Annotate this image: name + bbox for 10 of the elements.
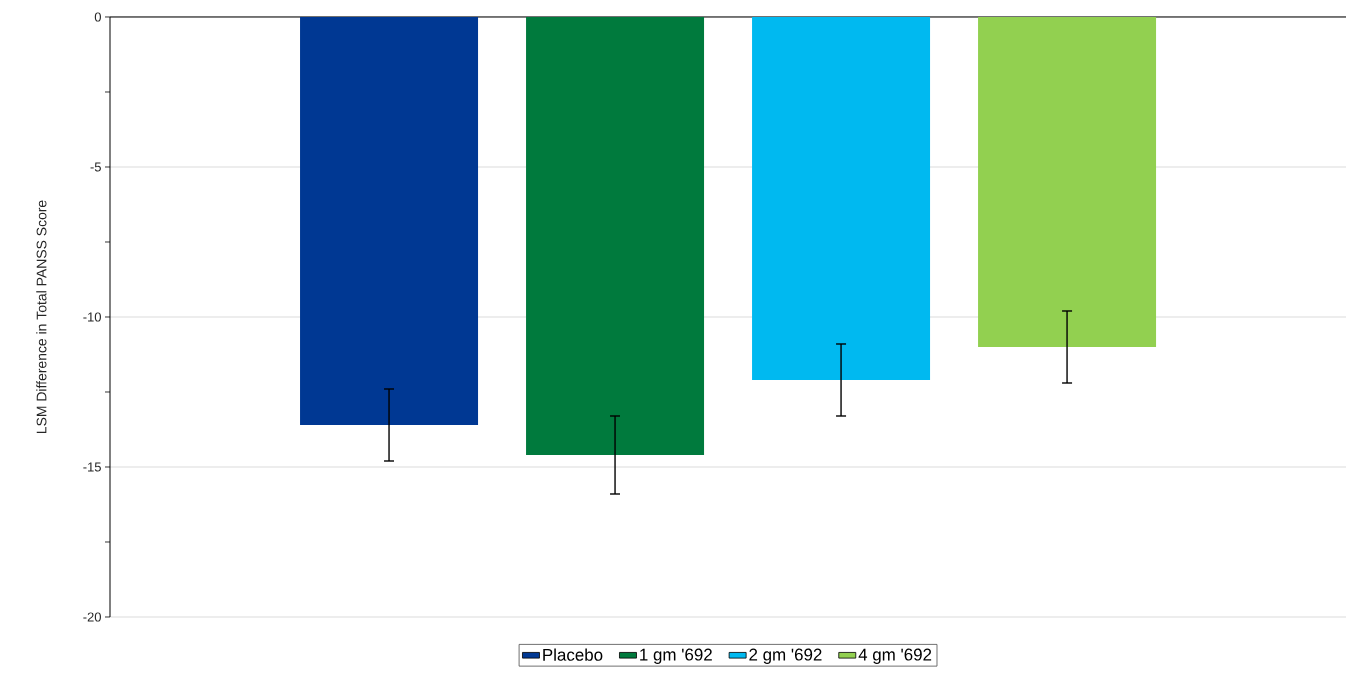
legend-label: 1 gm '692 [640, 648, 712, 664]
legend-label: 4 gm '692 [858, 648, 932, 664]
legend-label: 2 gm '692 [749, 648, 822, 664]
y-tick-label: -10 [83, 312, 101, 322]
y-tick-label: 0 [94, 12, 101, 22]
y-tick-label: -15 [83, 462, 101, 472]
legend-label: Placebo [543, 648, 603, 661]
y-tick-label: -20 [83, 612, 101, 622]
y-tick-label: -5 [90, 162, 101, 172]
y-axis-title: LSM Difference in Total PANSS Score [36, 200, 47, 434]
